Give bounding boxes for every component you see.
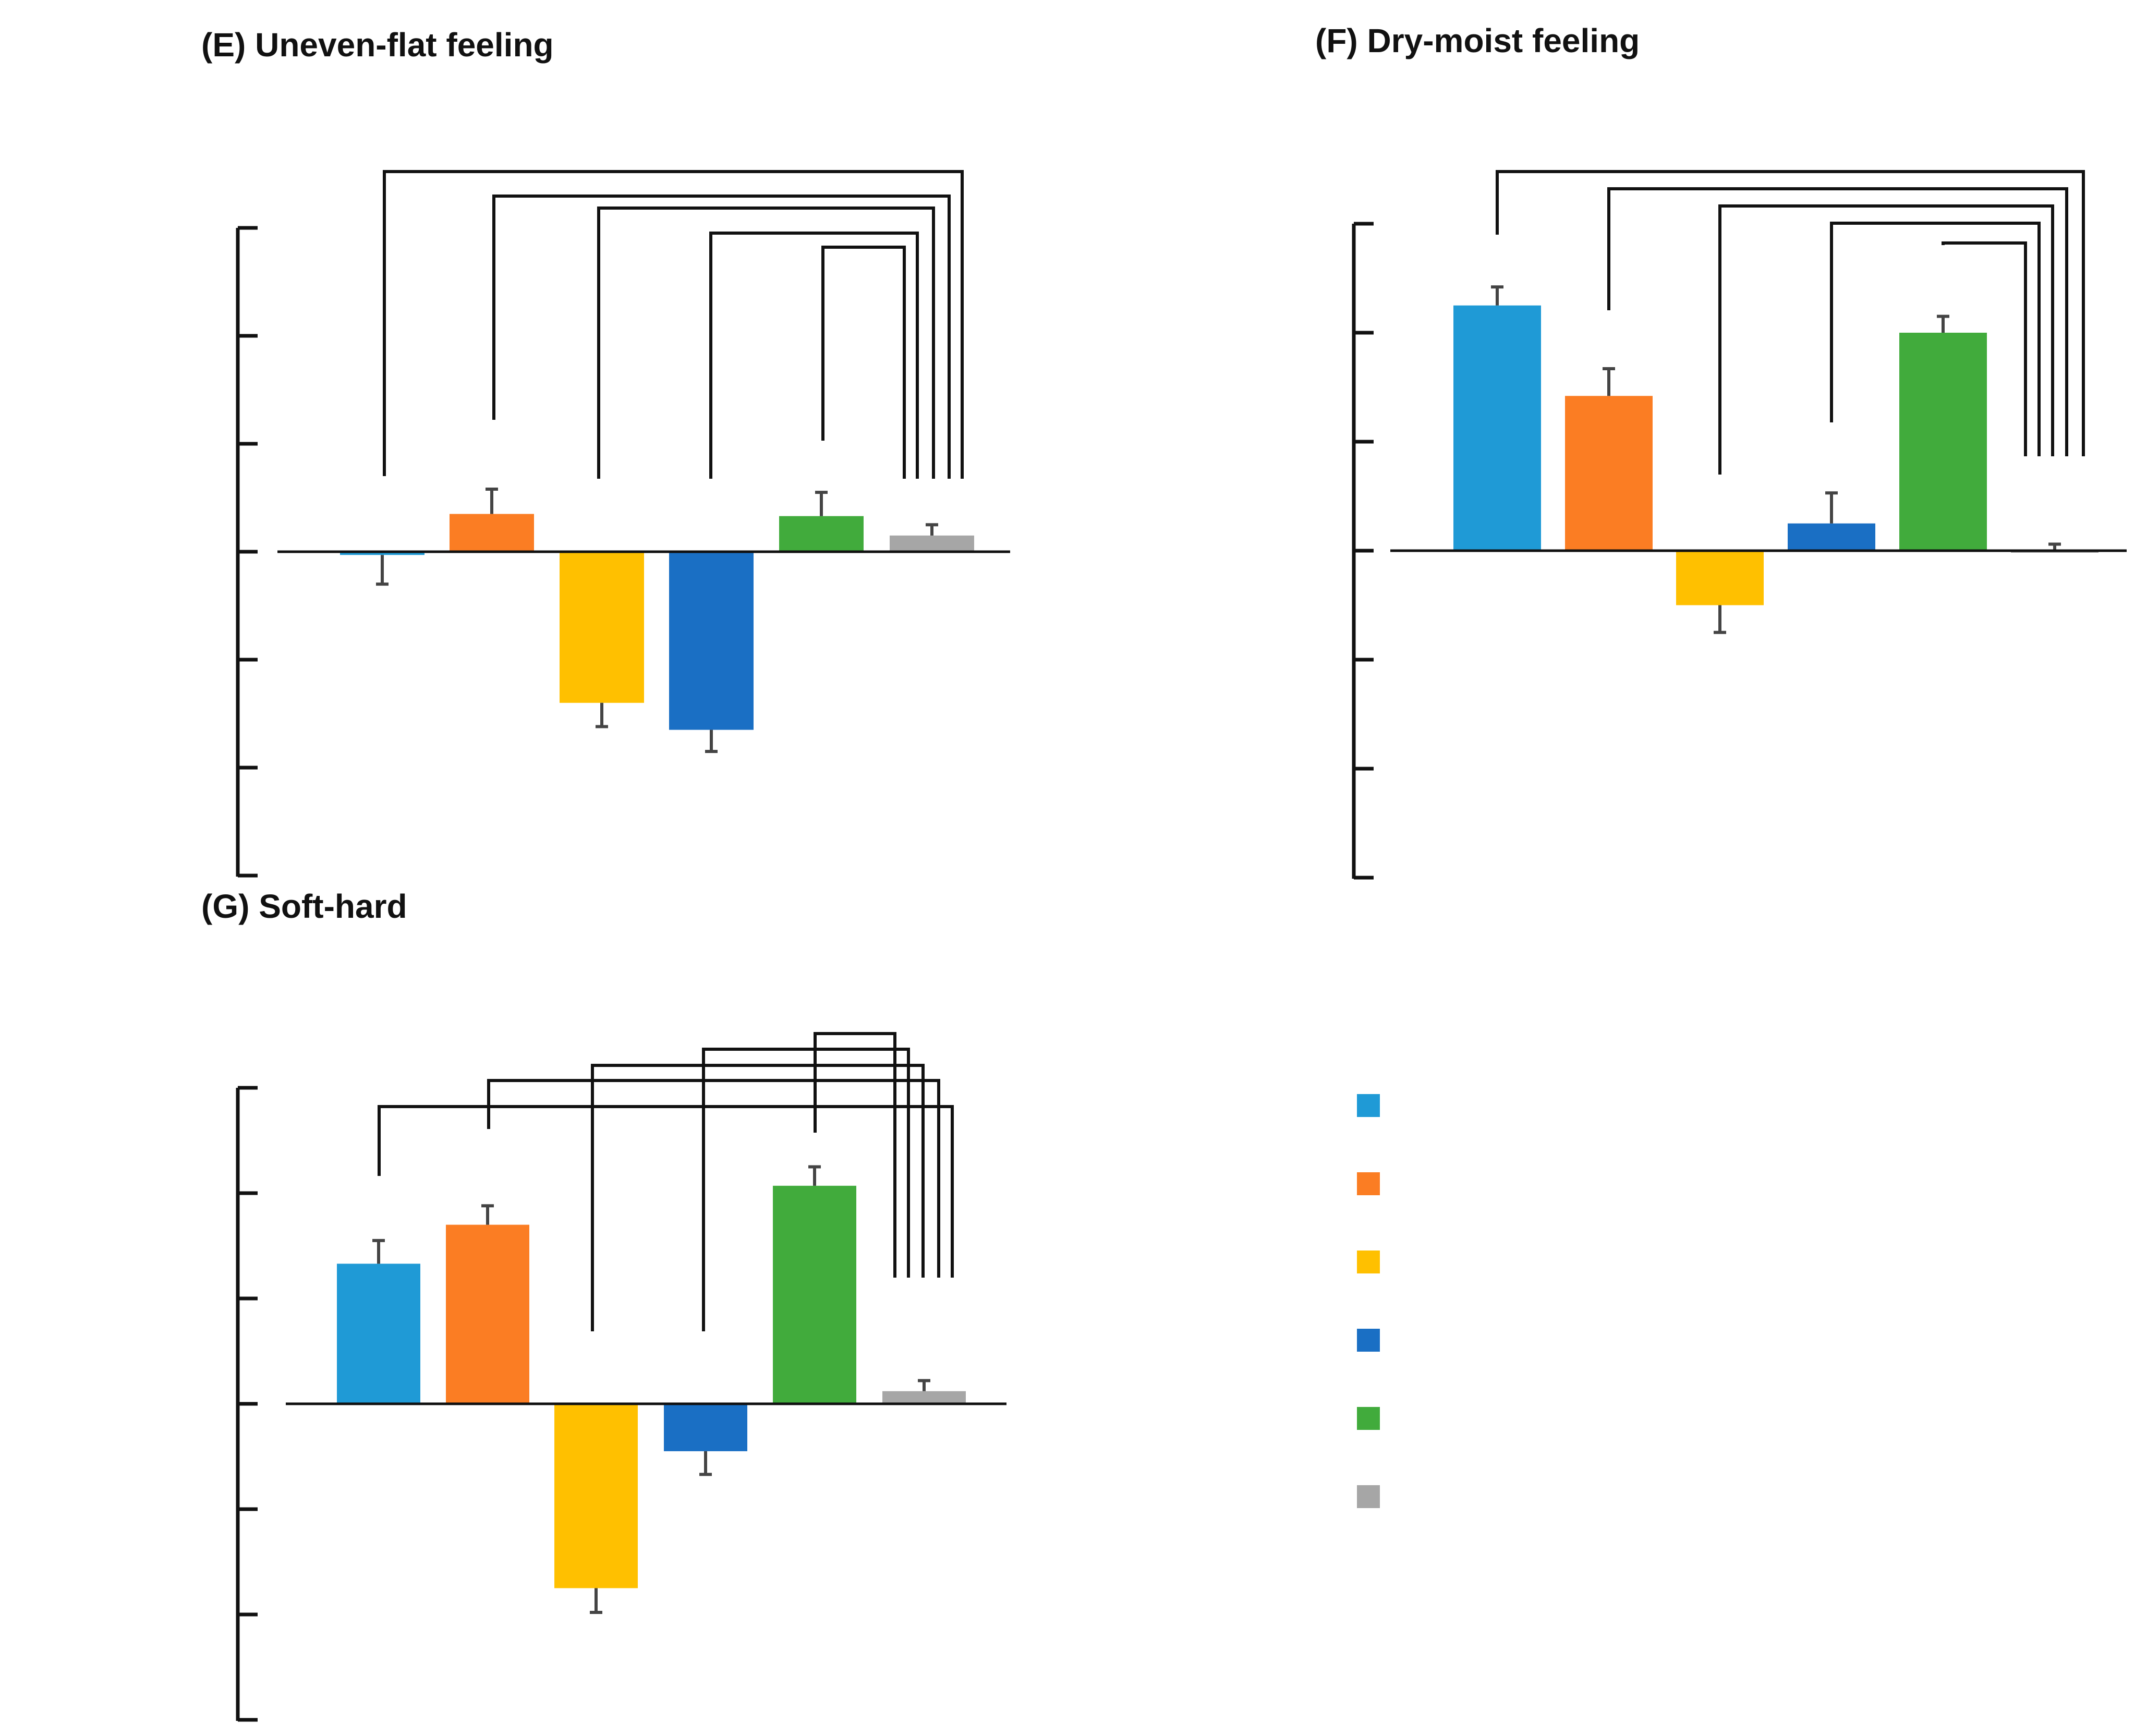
significance-bracket	[1718, 204, 2054, 475]
panel-title: (G) Soft-hard	[201, 888, 407, 925]
bar-moss	[340, 552, 424, 555]
significance-bracket	[378, 1105, 954, 1278]
legend-swatch	[1357, 1329, 1380, 1352]
panel-g-soft-hard: (G) Soft-hard	[201, 888, 1006, 1722]
significance-bracket	[591, 1064, 925, 1331]
bar-culture-soil	[773, 1185, 856, 1404]
significance-bracket	[709, 232, 919, 479]
significance-bracket	[702, 1048, 910, 1331]
significance-bracket	[597, 207, 935, 479]
bar-bark	[664, 1404, 747, 1451]
significance-bracket	[492, 195, 951, 479]
panel-e-uneven-flat: (E) Uneven-flat feeling	[201, 26, 1010, 878]
bar-no-touch-control	[882, 1391, 966, 1404]
legend-swatch	[1357, 1251, 1380, 1273]
bar-moss	[1453, 305, 1541, 551]
bar-bark	[1788, 523, 1875, 551]
legend-swatch	[1357, 1172, 1380, 1195]
bar-pebble	[554, 1404, 638, 1588]
panel-title: (E) Uneven-flat feeling	[201, 26, 554, 64]
significance-bracket	[821, 246, 906, 479]
significance-bracket	[1830, 222, 2041, 456]
bar-pebble	[560, 552, 644, 703]
bar-pebble	[1676, 551, 1764, 605]
legend	[1357, 1094, 1380, 1508]
panel-f-dry-moist: (F) Dry-moist feeling	[1315, 22, 2127, 880]
significance-bracket	[487, 1079, 940, 1278]
significance-bracket	[814, 1032, 896, 1278]
significance-bracket	[1496, 170, 2085, 456]
legend-swatch	[1357, 1094, 1380, 1117]
bar-grass	[446, 1224, 529, 1404]
significance-bracket	[1607, 187, 2068, 456]
legend-swatch	[1357, 1485, 1380, 1508]
bar-grass	[1565, 396, 1653, 551]
bar-bark	[669, 552, 754, 730]
significance-bracket	[1942, 241, 2027, 456]
bar-culture-soil	[1899, 333, 1987, 551]
bar-no-touch-control	[890, 535, 974, 552]
bar-culture-soil	[779, 516, 864, 552]
significance-bracket	[383, 170, 964, 479]
bar-moss	[337, 1264, 420, 1404]
panel-title: (F) Dry-moist feeling	[1315, 22, 1640, 59]
legend-swatch	[1357, 1407, 1380, 1430]
bar-grass	[450, 514, 534, 552]
